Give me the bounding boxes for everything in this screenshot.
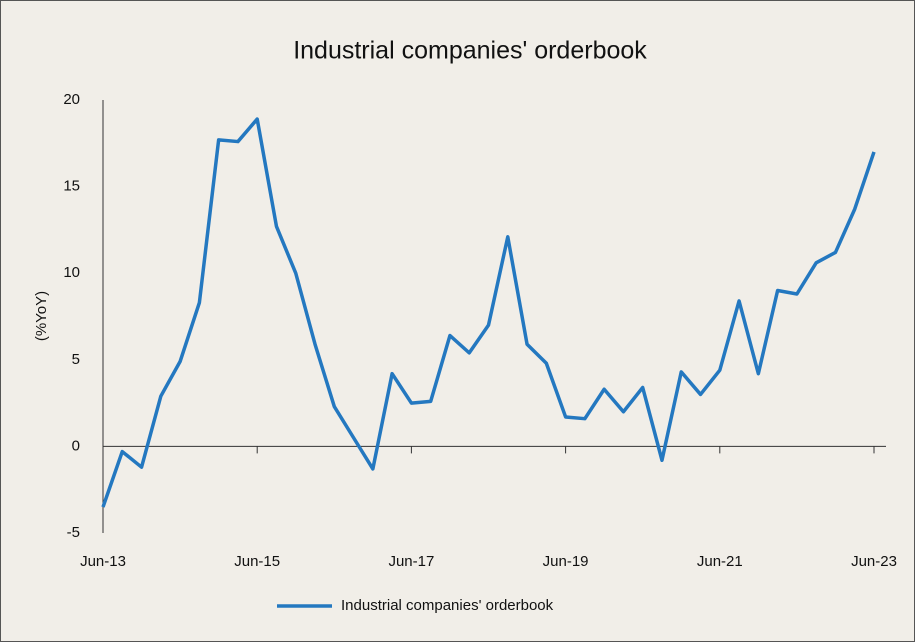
y-tick-label: -5 [67, 524, 80, 541]
x-tick-label: Jun-13 [80, 553, 126, 570]
x-tick-label: Jun-15 [234, 553, 280, 570]
y-axis-label: (%YoY) [33, 291, 50, 341]
y-tick-label: 15 [63, 178, 80, 195]
chart-title: Industrial companies' orderbook [293, 37, 647, 65]
legend-label: Industrial companies' orderbook [341, 597, 554, 614]
x-tick-label: Jun-23 [851, 553, 897, 570]
y-tick-label: 20 [63, 91, 80, 108]
y-tick-label: 0 [72, 437, 80, 454]
data-line [101, 117, 876, 508]
x-tick-label: Jun-21 [697, 553, 743, 570]
x-tick-label: Jun-19 [543, 553, 589, 570]
x-tick-label: Jun-17 [388, 553, 434, 570]
y-tick-label: 10 [63, 264, 80, 281]
y-tick-label: 5 [72, 351, 80, 368]
